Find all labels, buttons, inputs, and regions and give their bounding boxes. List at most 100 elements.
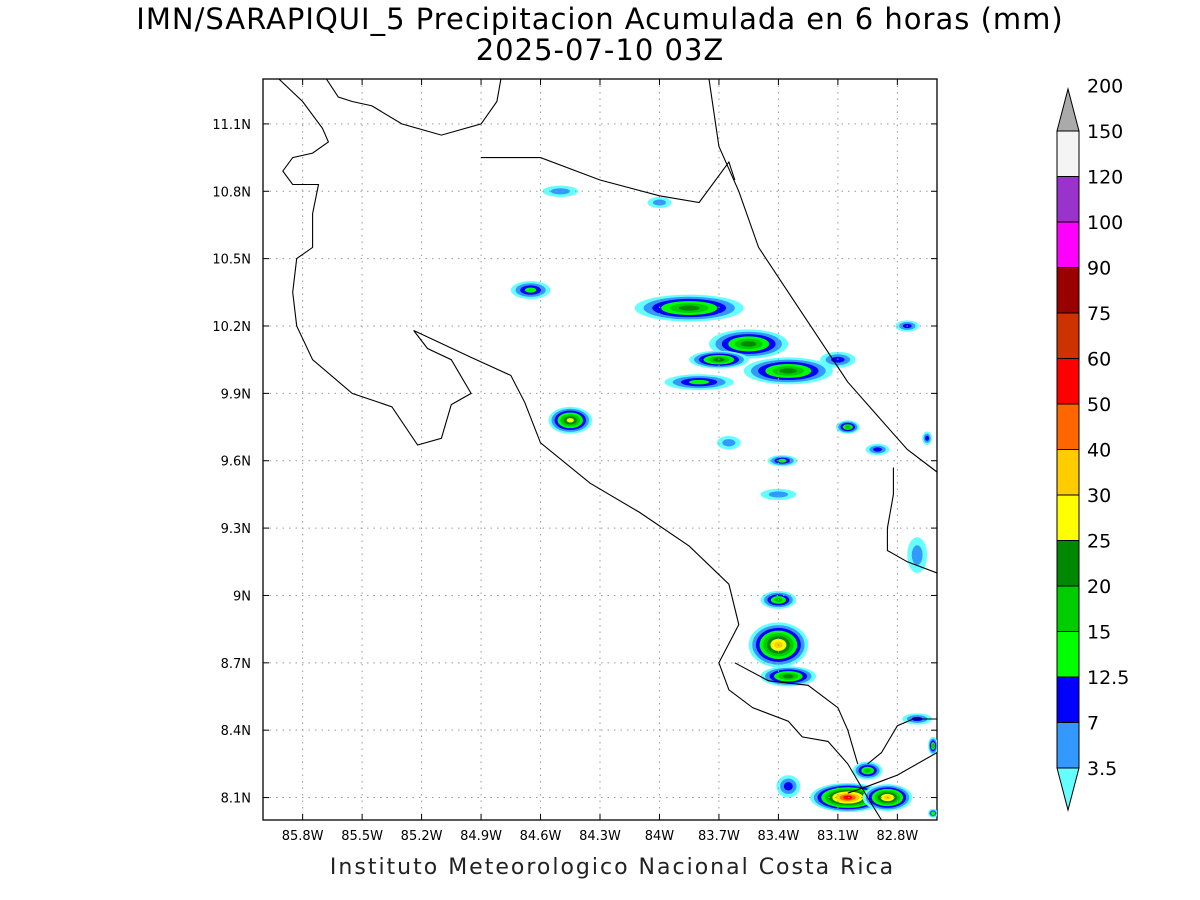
- colorbar-swatch: [1056, 585, 1080, 632]
- colorbar-level-label: 100: [1087, 212, 1123, 234]
- colorbar-level-label: 20: [1087, 576, 1111, 598]
- colorbar-swatch: [1056, 494, 1080, 541]
- precip-cell: [928, 808, 937, 818]
- precip-cell: [865, 443, 890, 456]
- precip-contour: [566, 418, 574, 423]
- precip-contour: [722, 439, 736, 447]
- precip-contour: [778, 458, 787, 463]
- precip-cell: [760, 666, 817, 687]
- colorbar-level-label: 40: [1087, 440, 1111, 462]
- colorbar-upper-arrow: [1056, 87, 1080, 132]
- lat-tick-label: 9.9N: [221, 387, 251, 402]
- map-axes: 85.8W 85.5W 85.2W 84.9W 84.6W 84.3W 84W 83.7W 83…: [212, 79, 937, 844]
- colorbar-swatch: [1056, 449, 1080, 496]
- precip-cell: [776, 775, 801, 798]
- lat-tick-label: 10.8N: [212, 185, 251, 200]
- colorbar-swatch: [1056, 221, 1080, 268]
- map-subtitle: 2025-07-10 03Z: [475, 33, 725, 67]
- precip-contour: [689, 379, 710, 385]
- coastline: [847, 752, 937, 794]
- lat-tick-label: 10.2N: [212, 320, 251, 335]
- precip-cell: [542, 185, 579, 197]
- colorbar-level-label: 120: [1087, 167, 1123, 189]
- colorbar-level-label: 12.5: [1087, 667, 1129, 689]
- coastline: [708, 79, 937, 473]
- lon-tick-label: 84.3W: [579, 829, 621, 844]
- precip-contour: [911, 545, 923, 565]
- lat-tick-label: 8.4N: [221, 724, 251, 739]
- precip-cell: [760, 590, 797, 609]
- colorbar-swatch: [1056, 540, 1080, 587]
- lon-tick-label: 82.8W: [876, 829, 918, 844]
- precip-cell: [928, 736, 937, 755]
- coastline: [867, 718, 937, 765]
- precip-contour: [843, 795, 853, 800]
- lon-tick-label: 85.8W: [282, 829, 324, 844]
- precip-cell: [510, 281, 551, 300]
- precip-contour: [873, 447, 882, 452]
- coastline: [481, 157, 736, 204]
- precip-cell: [716, 436, 741, 450]
- colorbar-swatch: [1056, 358, 1080, 405]
- lat-tick-label: 11.1N: [212, 118, 251, 133]
- lon-tick-label: 84W: [645, 829, 675, 844]
- precip-cell: [634, 294, 744, 322]
- colorbar-level-label: 200: [1087, 76, 1123, 98]
- precip-cell: [548, 406, 593, 434]
- colorbar-lower-arrow: [1056, 767, 1080, 812]
- lon-tick-label: 84.9W: [460, 829, 502, 844]
- coastline: [278, 79, 882, 820]
- colorbar-legend: 3.5 7 12.5 15 20 25 30 40 50 60 75 90 100 120 150 200: [1056, 76, 1129, 812]
- lon-tick-label: 83.1W: [817, 829, 859, 844]
- lon-tick-label: 84.6W: [520, 829, 562, 844]
- precip-contour: [768, 491, 789, 498]
- coastline: [886, 467, 937, 574]
- lat-tick-label: 9.6N: [221, 455, 251, 470]
- precip-contour: [779, 368, 797, 374]
- colorbar-swatch: [1056, 722, 1080, 769]
- colorbar-swatch: [1056, 403, 1080, 450]
- colorbar-level-label: 25: [1087, 531, 1111, 553]
- precip-contour: [678, 305, 700, 311]
- institution-footer: Instituto Meteorologico Nacional Costa R…: [329, 855, 896, 880]
- precip-cell: [664, 374, 734, 390]
- lon-tick-label: 85.2W: [401, 829, 443, 844]
- precip-contour: [931, 743, 936, 748]
- colorbar-level-label: 90: [1087, 258, 1111, 280]
- lat-tick-label: 10.5N: [212, 253, 251, 268]
- precip-cell: [835, 420, 860, 434]
- colorbar-level-label: 3.5: [1087, 758, 1117, 780]
- precip-cell: [852, 761, 883, 780]
- precip-cell: [743, 357, 833, 385]
- lat-tick-label: 8.7N: [221, 657, 251, 672]
- colorbar-level-label: 150: [1087, 121, 1123, 143]
- coastline-layer: [278, 79, 937, 820]
- precip-contour: [550, 188, 571, 195]
- colorbar-level-label: 15: [1087, 622, 1111, 644]
- precip-cell: [760, 488, 797, 501]
- precip-contour: [782, 674, 794, 679]
- lat-tick-label: 8.1N: [221, 792, 251, 807]
- colorbar-level-label: 60: [1087, 349, 1111, 371]
- colorbar-swatch: [1056, 631, 1080, 678]
- lon-tick-label: 85.5W: [341, 829, 383, 844]
- lon-tick-label: 83.4W: [758, 829, 800, 844]
- precip-contour: [741, 341, 757, 347]
- map-gridlines: [263, 79, 937, 820]
- precip-contour: [783, 782, 793, 791]
- precip-contour: [925, 435, 930, 441]
- precipitation-layer: [510, 185, 937, 818]
- precip-cell: [767, 455, 798, 467]
- map-title: IMN/SARAPIQUI_5 Precipitacion Acumulada …: [136, 2, 1064, 36]
- colorbar-swatch: [1056, 312, 1080, 359]
- precip-contour: [524, 287, 537, 293]
- precip-contour: [864, 768, 872, 773]
- map-plot-area: 85.8W 85.5W 85.2W 84.9W 84.6W 84.3W 84W 83.7W 83…: [212, 78, 938, 844]
- lat-tick-label: 9.3N: [221, 522, 251, 537]
- colorbar-level-label: 7: [1087, 713, 1099, 735]
- coastline: [325, 79, 502, 136]
- colorbar-swatch: [1056, 130, 1080, 177]
- colorbar-swatch: [1056, 176, 1080, 223]
- colorbar-swatch: [1056, 267, 1080, 314]
